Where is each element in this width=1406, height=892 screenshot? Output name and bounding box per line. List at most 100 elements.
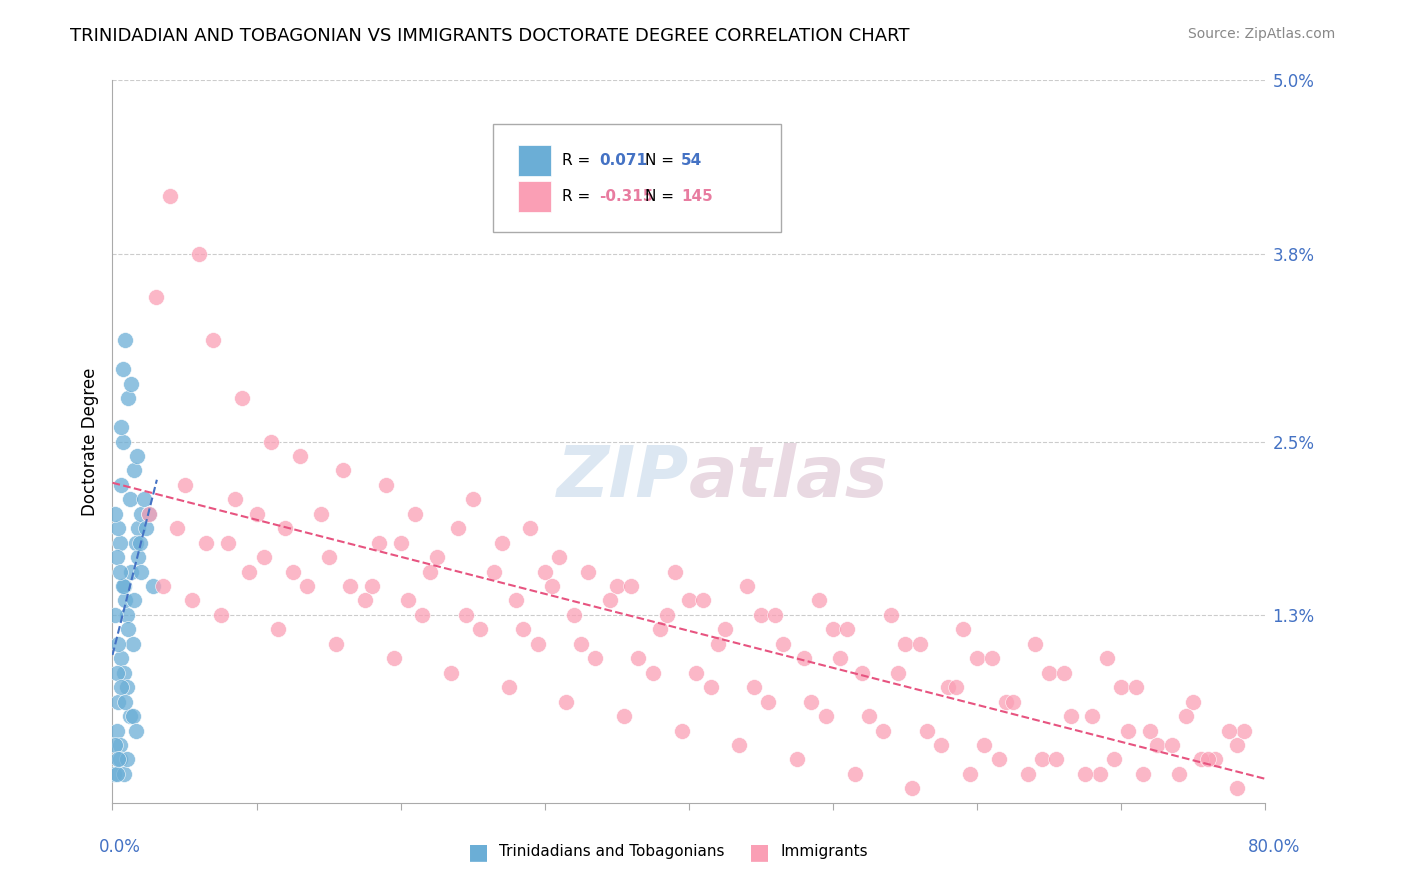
Point bbox=[138, 507, 160, 521]
Point bbox=[1132, 767, 1154, 781]
Point bbox=[108, 738, 131, 752]
Point bbox=[112, 665, 135, 680]
Point bbox=[419, 565, 441, 579]
Text: R =: R = bbox=[562, 189, 591, 204]
Point bbox=[786, 752, 808, 766]
Point bbox=[1226, 781, 1249, 796]
Point bbox=[311, 507, 333, 521]
Point bbox=[678, 593, 700, 607]
Point bbox=[606, 579, 628, 593]
Point bbox=[274, 521, 297, 535]
Point bbox=[114, 593, 136, 607]
Point bbox=[664, 565, 686, 579]
Point bbox=[104, 738, 127, 752]
Point bbox=[851, 665, 873, 680]
Point bbox=[858, 709, 880, 723]
Point bbox=[959, 767, 981, 781]
FancyBboxPatch shape bbox=[519, 145, 551, 176]
Point bbox=[526, 637, 548, 651]
Point bbox=[127, 521, 149, 535]
Point bbox=[548, 550, 571, 565]
Point bbox=[1002, 695, 1025, 709]
Point bbox=[1146, 738, 1168, 752]
Point bbox=[512, 623, 534, 637]
Point bbox=[105, 723, 128, 738]
Point bbox=[1111, 680, 1133, 694]
Point bbox=[613, 709, 636, 723]
Text: 0.0%: 0.0% bbox=[98, 838, 141, 855]
Point bbox=[115, 680, 138, 694]
Point bbox=[253, 550, 276, 565]
Point bbox=[125, 449, 148, 463]
Point bbox=[793, 651, 815, 665]
Point bbox=[1024, 637, 1046, 651]
Point bbox=[952, 623, 974, 637]
Point bbox=[180, 593, 202, 607]
Point bbox=[995, 695, 1018, 709]
Point bbox=[1102, 752, 1125, 766]
Point bbox=[121, 637, 143, 651]
Point bbox=[519, 521, 541, 535]
FancyBboxPatch shape bbox=[494, 124, 782, 232]
Text: ■: ■ bbox=[468, 842, 488, 862]
Text: ■: ■ bbox=[749, 842, 769, 862]
Point bbox=[966, 651, 988, 665]
Text: 145: 145 bbox=[681, 189, 713, 204]
Point bbox=[837, 623, 859, 637]
Text: 0.071: 0.071 bbox=[599, 153, 647, 168]
Text: TRINIDADIAN AND TOBAGONIAN VS IMMIGRANTS DOCTORATE DEGREE CORRELATION CHART: TRINIDADIAN AND TOBAGONIAN VS IMMIGRANTS… bbox=[70, 27, 910, 45]
FancyBboxPatch shape bbox=[519, 181, 551, 211]
Point bbox=[111, 362, 134, 376]
Point bbox=[195, 535, 218, 549]
Point bbox=[1031, 752, 1053, 766]
Point bbox=[267, 623, 290, 637]
Point bbox=[112, 579, 135, 593]
Point bbox=[1045, 752, 1067, 766]
Point bbox=[404, 507, 426, 521]
Point bbox=[1226, 738, 1249, 752]
Point bbox=[1038, 665, 1060, 680]
Point bbox=[461, 492, 484, 507]
Point bbox=[1125, 680, 1147, 694]
Point bbox=[938, 680, 960, 694]
Point bbox=[1081, 709, 1104, 723]
Point bbox=[108, 535, 131, 549]
Point bbox=[583, 651, 606, 665]
Point bbox=[1095, 651, 1118, 665]
Point bbox=[118, 709, 141, 723]
Point bbox=[498, 680, 520, 694]
Point bbox=[117, 391, 139, 405]
Point bbox=[576, 565, 599, 579]
Point bbox=[872, 723, 894, 738]
Point bbox=[138, 507, 160, 521]
Point bbox=[627, 651, 650, 665]
Point bbox=[887, 665, 910, 680]
Point bbox=[987, 752, 1010, 766]
Point bbox=[505, 593, 527, 607]
Point bbox=[454, 607, 477, 622]
Point bbox=[901, 781, 924, 796]
Point bbox=[375, 478, 398, 492]
Point bbox=[110, 478, 132, 492]
Point bbox=[124, 535, 146, 549]
Point bbox=[426, 550, 449, 565]
Point bbox=[1160, 738, 1182, 752]
Point bbox=[1197, 752, 1219, 766]
Point bbox=[332, 463, 354, 477]
Point bbox=[339, 579, 361, 593]
Point bbox=[765, 607, 787, 622]
Point bbox=[166, 521, 188, 535]
Point bbox=[325, 637, 347, 651]
Point bbox=[107, 637, 129, 651]
Point bbox=[562, 607, 585, 622]
Y-axis label: Doctorate Degree: Doctorate Degree bbox=[80, 368, 98, 516]
Point bbox=[121, 709, 143, 723]
Point bbox=[1218, 723, 1240, 738]
Point bbox=[908, 637, 931, 651]
Point bbox=[1017, 767, 1039, 781]
Point bbox=[894, 637, 917, 651]
Point bbox=[1060, 709, 1083, 723]
Point bbox=[122, 463, 145, 477]
Point bbox=[105, 665, 128, 680]
Text: R =: R = bbox=[562, 153, 591, 168]
